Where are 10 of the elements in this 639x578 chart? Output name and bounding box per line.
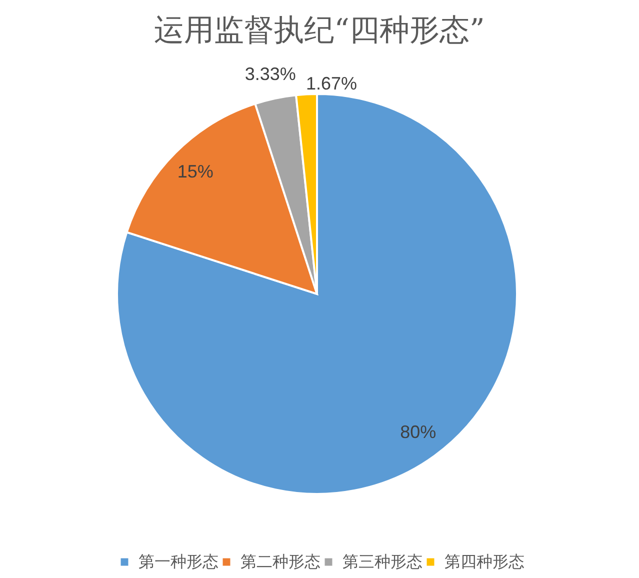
chart-title: 运用监督执纪“四种形态” xyxy=(154,13,485,48)
data-label: 80% xyxy=(400,422,436,442)
data-label: 3.33% xyxy=(244,64,296,84)
legend-label: 第四种形态 xyxy=(444,552,524,571)
data-label: 15% xyxy=(177,161,214,182)
data-label: 1.67% xyxy=(306,73,358,94)
pie-slice xyxy=(116,93,518,495)
legend-label: 第一种形态 xyxy=(138,552,218,571)
legend-label: 第二种形态 xyxy=(240,552,320,571)
legend-label: 第三种形态 xyxy=(342,552,422,571)
